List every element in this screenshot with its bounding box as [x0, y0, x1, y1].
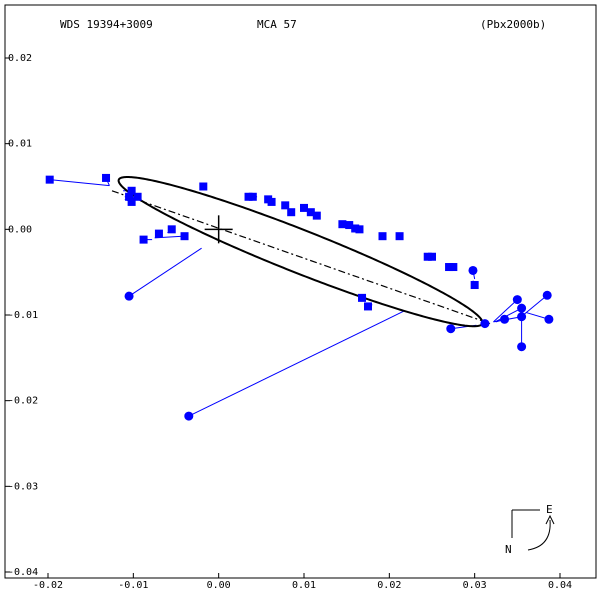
y-tick-label: -0.04 [8, 567, 38, 578]
residual-line [522, 294, 548, 316]
x-tick-label: 0.03 [463, 580, 487, 591]
observation-circle [468, 265, 478, 275]
observation-square [358, 293, 367, 302]
observation-square [180, 232, 189, 241]
observation-square [127, 197, 136, 206]
observation-square [345, 221, 354, 230]
observation-square [133, 192, 142, 201]
observation-square [428, 252, 436, 261]
residual-line [49, 179, 110, 187]
observation-square [351, 224, 360, 233]
observation-circle [517, 342, 527, 352]
observation-square [244, 192, 253, 201]
discoverer-label: MCA 57 [257, 18, 297, 31]
residual-line [128, 247, 202, 297]
observation-square [139, 235, 148, 244]
observation-square [199, 182, 208, 191]
observation-square [125, 192, 134, 201]
plot-border [4, 4, 597, 579]
observation-square [167, 225, 176, 234]
observation-circle [184, 411, 194, 421]
compass-east-label: E [546, 503, 553, 516]
observation-square [300, 203, 308, 212]
observation-square [248, 192, 257, 201]
observation-square [338, 220, 347, 229]
observation-square [395, 232, 404, 241]
observation-circle [517, 312, 527, 322]
observation-square [102, 173, 111, 182]
plot-frame [4, 4, 597, 579]
y-tick-label: 0.02 [8, 53, 32, 64]
y-tick-label: 0.01 [8, 139, 32, 150]
wds-id-label: WDS 19394+3009 [60, 18, 153, 31]
x-tick-label: 0.01 [292, 580, 316, 591]
y-tick-label: -0.02 [8, 396, 38, 407]
observation-square [45, 175, 54, 184]
line-of-nodes [111, 190, 491, 325]
observation-square [267, 197, 276, 206]
x-tick-label: 0.04 [548, 580, 572, 591]
observation-circle [500, 314, 510, 324]
observation-square [449, 263, 458, 272]
observation-square [470, 281, 479, 290]
compass-arrowhead-icon [545, 514, 555, 525]
x-tick-label: -0.01 [118, 580, 148, 591]
x-tick-label: -0.02 [33, 580, 63, 591]
observation-square [378, 232, 387, 241]
observation-points [45, 173, 554, 421]
axis-ticks: -0.02 -0.01 0.00 0.01 0.02 0.03 0.04 0.02 0.01 0.… [5, 53, 572, 591]
observation-square [364, 302, 372, 311]
compass: E N [505, 503, 555, 556]
observation-circle [517, 303, 527, 313]
observation-circle [542, 290, 552, 300]
residual-line [188, 310, 405, 417]
observation-square [312, 211, 321, 220]
x-tick-label: 0.02 [377, 580, 401, 591]
compass-rotation-arrow [527, 519, 551, 551]
observation-square [445, 263, 454, 272]
observation-square [423, 252, 432, 261]
reference-label: (Pbx2000b) [480, 18, 546, 31]
y-tick-label: -0.03 [8, 481, 38, 492]
observation-square [287, 208, 296, 217]
residual-line [493, 299, 518, 323]
y-tick-label: 0.00 [8, 224, 32, 235]
y-tick-label: -0.01 [8, 310, 38, 321]
observation-circle [544, 314, 554, 324]
observation-circle [124, 291, 134, 301]
observation-square [127, 186, 136, 195]
x-tick-label: 0.00 [207, 580, 231, 591]
observation-square [154, 229, 163, 238]
observation-circle [512, 295, 522, 305]
residual-line [494, 307, 522, 323]
observation-square [355, 225, 364, 234]
observation-circle [480, 319, 490, 329]
orbit-ellipse [117, 176, 484, 328]
observation-circle [446, 324, 456, 334]
compass-north-label: N [505, 543, 512, 556]
observation-square [306, 208, 315, 217]
observation-square [281, 201, 290, 210]
orbit-layer [111, 176, 491, 328]
